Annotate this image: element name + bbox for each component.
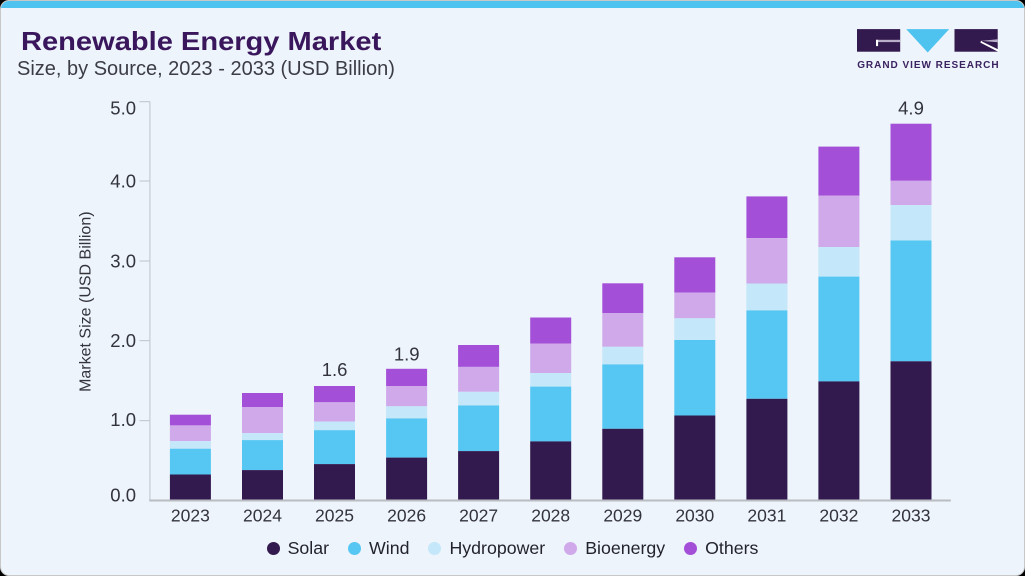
svg-text:Market Size (USD Billion): Market Size (USD Billion) (77, 211, 94, 391)
svg-text:1.6: 1.6 (322, 359, 348, 380)
svg-text:1.9: 1.9 (394, 344, 420, 365)
svg-text:2033: 2033 (892, 506, 931, 526)
svg-text:2027: 2027 (459, 506, 498, 526)
svg-text:3.0: 3.0 (110, 251, 136, 272)
svg-text:1.0: 1.0 (110, 409, 136, 430)
svg-text:4.9: 4.9 (898, 98, 924, 119)
svg-text:2029: 2029 (603, 506, 642, 526)
svg-text:2024: 2024 (243, 506, 282, 526)
svg-text:5.0: 5.0 (110, 97, 136, 118)
svg-text:2032: 2032 (819, 506, 858, 526)
svg-text:0.0: 0.0 (110, 485, 136, 506)
svg-text:2.0: 2.0 (110, 330, 136, 351)
svg-text:GRAND VIEW RESEARCH: GRAND VIEW RESEARCH (857, 60, 999, 71)
svg-text:2030: 2030 (675, 506, 714, 526)
svg-text:2028: 2028 (531, 506, 570, 526)
svg-text:4.0: 4.0 (110, 171, 136, 192)
svg-text:2025: 2025 (315, 506, 354, 526)
svg-text:2026: 2026 (387, 506, 426, 526)
svg-text:2031: 2031 (747, 506, 786, 526)
svg-text:2023: 2023 (171, 506, 210, 526)
